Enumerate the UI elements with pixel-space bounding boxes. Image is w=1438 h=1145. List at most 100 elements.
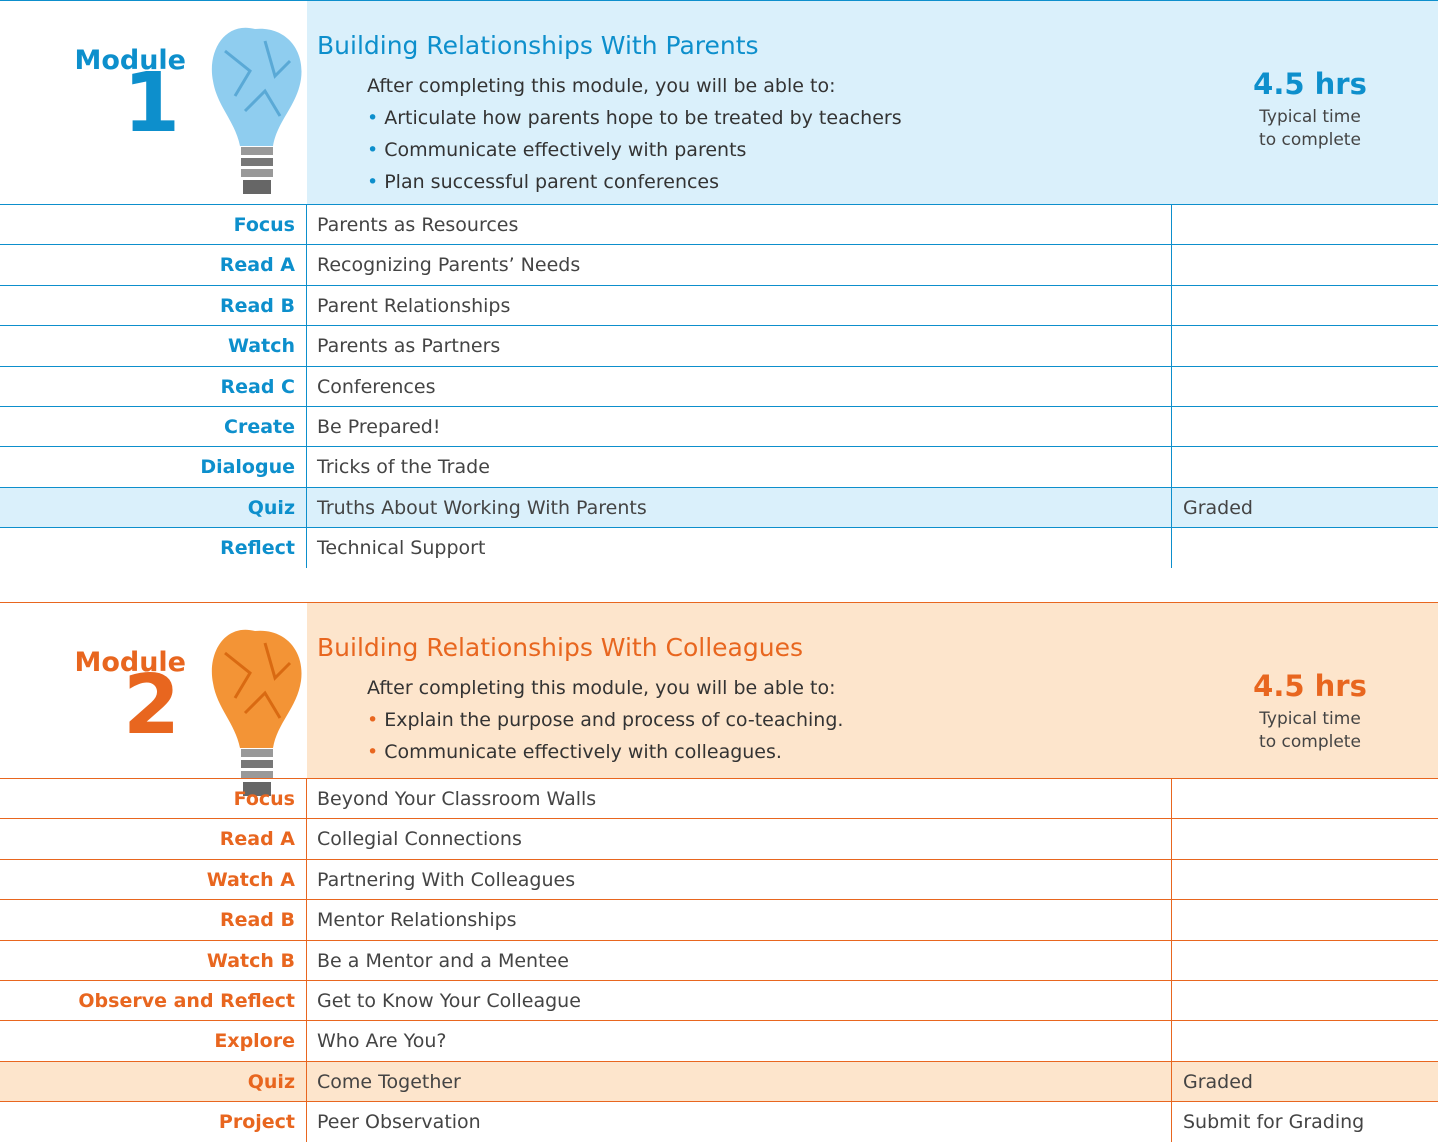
module-number: 1 [122,56,180,151]
divider [1171,1102,1172,1142]
objective: Articulate how parents hope to be treate… [367,107,901,129]
module: Module 2 Building Relationships With Coll… [0,602,1438,1142]
module-intro: After completing this module, you will b… [367,75,836,97]
divider [306,859,307,900]
divider [306,447,307,487]
activity-row: Read B Mentor Relationships [0,899,1438,940]
activity-row: Read A Recognizing Parents’ Needs [0,244,1438,285]
activity-title: Parent Relationships [317,294,511,317]
activity-row: Reflect Technical Support [0,527,1438,568]
divider [306,940,307,980]
divider [306,1061,307,1102]
activity-title: Parents as Partners [317,335,501,358]
activity-type: Read B [219,294,295,317]
activity-title: Tricks of the Trade [317,456,490,479]
objective: Explain the purpose and process of co-te… [367,709,843,731]
time-label: to complete [1259,732,1361,752]
bulb-icon [211,629,302,796]
activity-row: Dialogue Tricks of the Trade [0,446,1438,487]
activity-row: Read A Collegial Connections [0,818,1438,859]
activity-row: Focus Beyond Your Classroom Walls [0,778,1438,819]
divider [306,245,307,285]
activity-type: Create [224,415,295,438]
activity-type: Watch B [206,949,295,972]
divider [1171,980,1172,1021]
divider [306,285,307,326]
divider [1171,245,1172,285]
activity-title: Beyond Your Classroom Walls [317,788,597,810]
divider [1171,205,1172,245]
divider [1171,285,1172,326]
divider [1171,528,1172,568]
activity-row: Watch A Partnering With Colleagues [0,858,1438,900]
activity-title: Get to Know Your Colleague [317,989,581,1012]
activity-type: Read B [219,909,295,932]
divider [1171,406,1172,447]
divider [1171,447,1172,487]
divider [306,366,307,406]
divider [306,980,307,1021]
activity-title: Mentor Relationships [317,909,517,932]
module-header: Module 1 Building Relationships With Pare… [0,0,1438,204]
module-label: Module [74,45,186,76]
activity-row: Read B Parent Relationships [0,284,1438,326]
divider [1171,487,1172,528]
divider [1171,1061,1172,1102]
activity-type: Reflect [220,537,295,560]
divider [1171,779,1172,819]
time-label: Typical time [1259,709,1361,729]
objective: Plan successful parent conferences [367,171,719,193]
time: 4.5 hrs [1253,669,1367,703]
divider [306,1102,307,1142]
divider [306,205,307,245]
divider [1171,1021,1172,1061]
activity-title: Peer Observation [317,1111,481,1134]
divider [1171,859,1172,900]
activity-title: Technical Support [317,537,486,560]
activity-title: Conferences [317,375,436,398]
bulb [205,623,305,809]
divider [1171,366,1172,406]
divider [306,819,307,859]
activity-type: Quiz [247,1070,295,1093]
activity-type: Read A [219,254,295,277]
time: 4.5 hrs [1253,67,1367,101]
activity-title: Partnering With Colleagues [317,868,576,891]
activity-row: Explore Who Are You? [0,1020,1438,1061]
activity-type: Project [218,1111,295,1134]
activity-title: Be a Mentor and a Mentee [317,949,569,972]
time-label: Typical time [1259,107,1361,127]
activity-status: Submit for Grading [1183,1111,1365,1134]
divider [1171,819,1172,859]
divider [1171,326,1172,366]
activity-title: Recognizing Parents’ Needs [317,254,581,277]
module-number: 2 [122,658,180,753]
module-title: Building Relationships With Colleagues [317,633,803,662]
activity-row: Project Peer Observation Submit for Gradin… [0,1101,1438,1142]
divider [306,900,307,940]
divider [1171,900,1172,940]
activity-row: Watch B Be a Mentor and a Mentee [0,939,1438,980]
time-label: to complete [1259,130,1361,150]
activity-title: Parents as Resources [317,214,519,236]
bulb [205,21,305,207]
module-header: Module 2 Building Relationships With Coll… [0,602,1438,796]
divider [306,406,307,447]
module-label: Module [74,647,186,678]
objective: Communicate effectively with colleagues. [367,741,782,763]
divider [306,779,307,819]
activity-type: Observe and Reflect [78,989,295,1012]
activity-title: Come Together [317,1070,461,1093]
activity-type: Read C [220,375,296,398]
module-intro: After completing this module, you will b… [367,677,836,699]
activity-title: Be Prepared! [317,415,441,438]
activity-row: Watch Parents as Partners [0,325,1438,366]
activity-row: Create Be Prepared! [0,405,1438,447]
activity-title: Truths About Working With Parents [317,496,647,519]
activity-row: Focus Parents as Resources [0,204,1438,245]
activity-type: Read A [219,828,295,851]
activity-type: Dialogue [200,456,295,479]
activity-type: Watch A [206,868,295,891]
objective: Communicate effectively with parents [367,139,746,161]
